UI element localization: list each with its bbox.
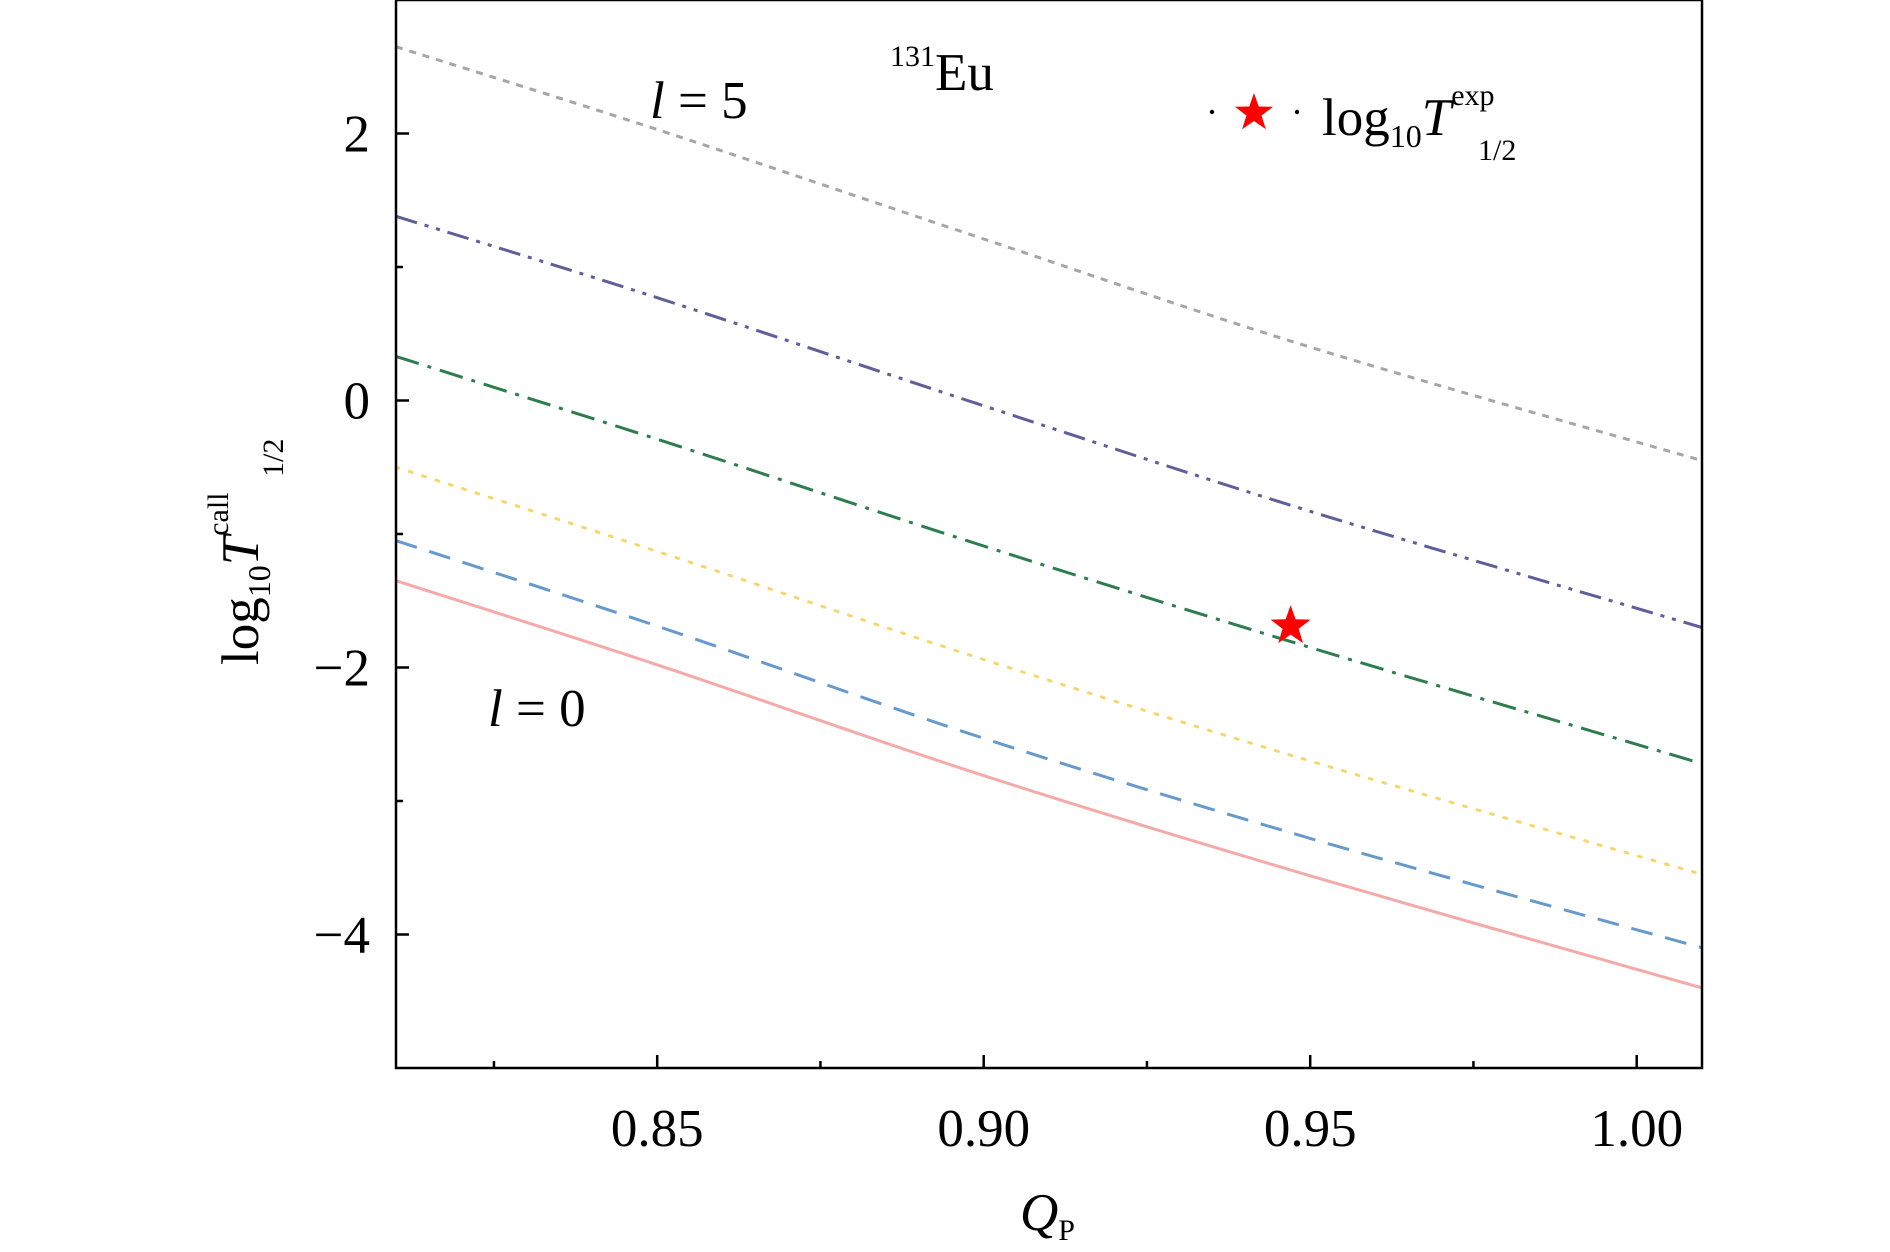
annotation-l5-eq: = 5 <box>665 72 748 130</box>
legend-label: log10Texp 1/2 <box>1322 79 1516 167</box>
legend-line-right-dot <box>1294 109 1300 115</box>
series-line-0 <box>395 579 1703 990</box>
chart-title: 131Eu <box>890 40 994 102</box>
legend-label-sub: 1/2 <box>1478 134 1516 167</box>
annotation-l5-var: l <box>650 72 665 130</box>
x-tick-label: 0.85 <box>611 1100 704 1158</box>
legend-line-left-dot <box>1209 109 1215 115</box>
y-axis-label: log10Tcall 1/2 <box>202 439 290 665</box>
annotation-l0-var: l <box>488 680 503 738</box>
series-line-2 <box>394 465 1704 876</box>
y-axis-label-sub: 1/2 <box>257 439 290 477</box>
x-axis-label-sub: P <box>1058 1214 1075 1247</box>
annotation-l0-eq: = 0 <box>503 680 586 738</box>
x-tick-label: 1.00 <box>1590 1100 1683 1158</box>
annotation-l5: l = 5 <box>650 72 748 130</box>
y-tick-label: −4 <box>314 907 370 965</box>
legend-label-T: T <box>1422 89 1455 147</box>
x-tick-label: 0.95 <box>1264 1100 1357 1158</box>
legend-label-sup: exp <box>1451 79 1494 112</box>
y-axis-label-base: 10 <box>241 565 277 597</box>
y-axis-label-T: T <box>212 532 270 565</box>
title-mass: 131 <box>890 40 935 73</box>
title-element: Eu <box>935 44 994 102</box>
series-line-1 <box>395 539 1703 950</box>
legend-label-base: 10 <box>1390 118 1422 154</box>
x-tick-label: 0.90 <box>937 1100 1030 1158</box>
y-tick-label: 0 <box>344 373 371 431</box>
x-axis-label: QP <box>1020 1184 1075 1247</box>
y-axis-ticks: 2 0 −2 −4 <box>314 106 409 965</box>
experimental-point-layer <box>1270 605 1311 644</box>
series-line-3 <box>395 354 1703 766</box>
annotation-l0: l = 0 <box>488 680 586 738</box>
x-axis-label-var: Q <box>1020 1184 1058 1242</box>
legend-label-prefix: log <box>1322 89 1390 147</box>
x-axis-ticks: 0.85 0.90 0.95 1.00 <box>492 1055 1683 1158</box>
y-axis-label-sup: call <box>202 492 235 535</box>
legend-star-marker <box>1235 93 1273 130</box>
y-tick-label: −2 <box>314 640 370 698</box>
y-tick-label: 2 <box>344 106 371 164</box>
series-line-4 <box>395 214 1703 629</box>
legend: log10Texp 1/2 <box>1209 79 1516 167</box>
curves-layer <box>394 45 1704 990</box>
y-axis-label-prefix: log <box>212 597 270 665</box>
series-line-5 <box>395 45 1703 463</box>
experimental-point-star <box>1270 605 1311 644</box>
